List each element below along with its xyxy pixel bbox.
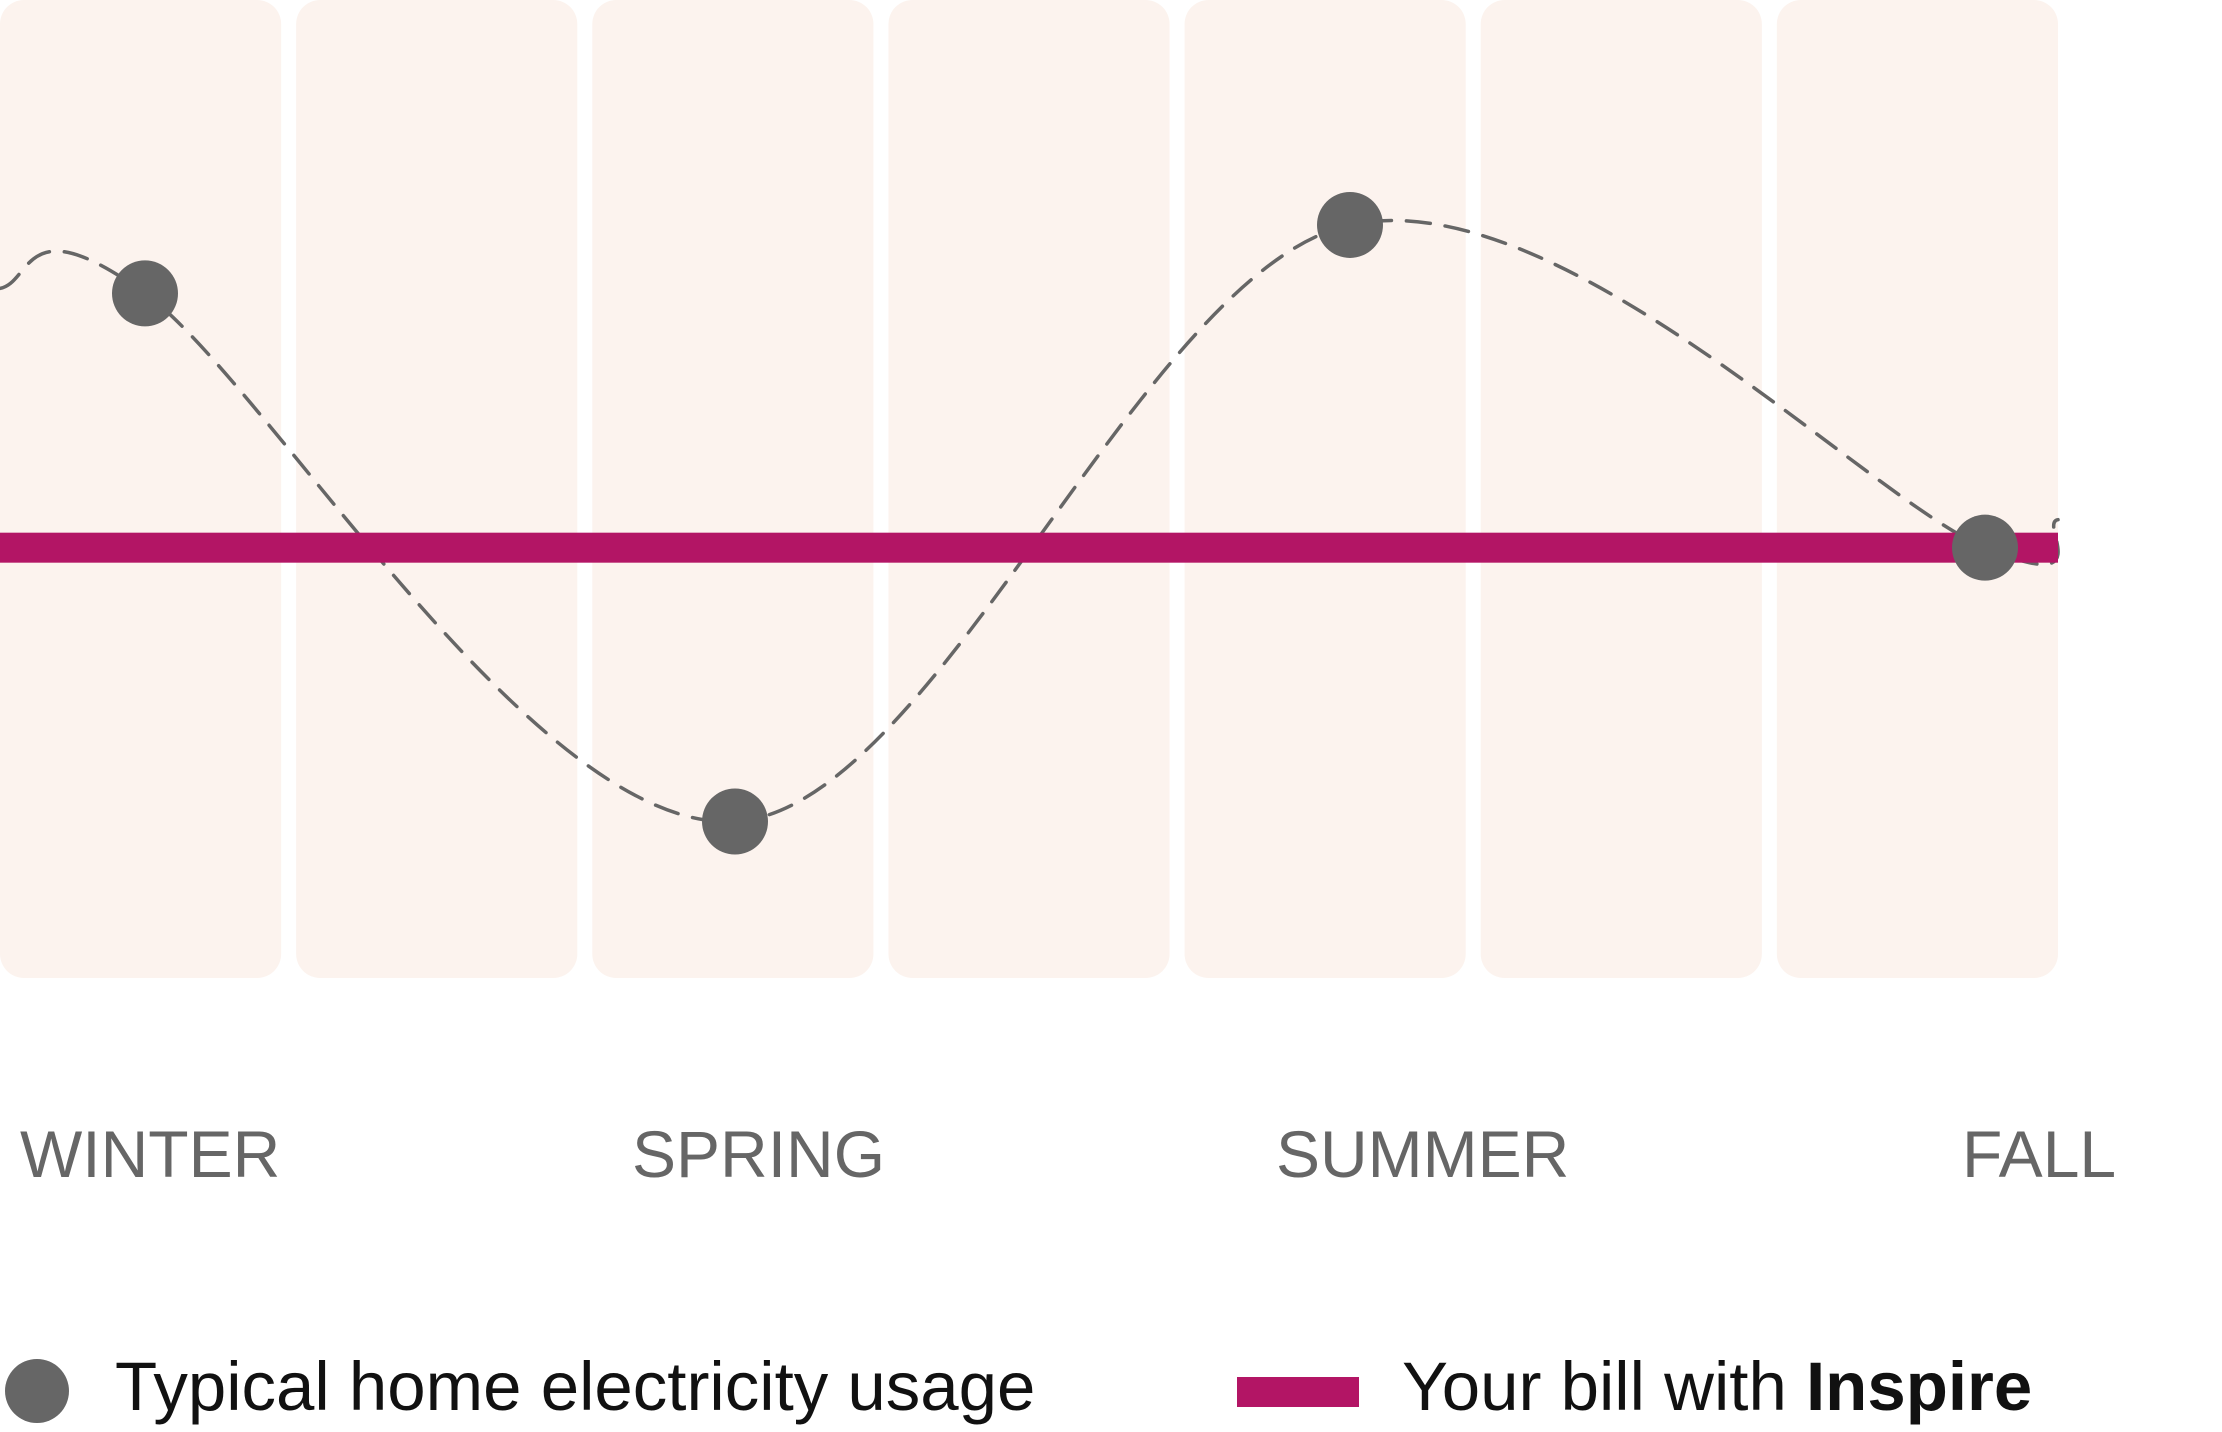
legend: Typical home electricity usage Your bill… xyxy=(5,1348,2032,1425)
background-column xyxy=(0,0,282,978)
background-column xyxy=(1480,0,1762,978)
usage-point-spring xyxy=(702,788,768,855)
season-label-summer: SUMMER xyxy=(1276,1117,1569,1191)
legend-usage-label: Typical home electricity usage xyxy=(115,1348,1035,1425)
background-column xyxy=(296,0,578,978)
legend-bill-prefix: Your bill with xyxy=(1402,1348,1806,1425)
bill-flat-line xyxy=(0,532,2058,563)
background-column xyxy=(592,0,874,978)
usage-point-winter xyxy=(112,260,178,327)
usage-point-summer xyxy=(1317,191,1383,258)
usage-points xyxy=(112,191,2018,855)
usage-point-fall xyxy=(1952,514,2018,581)
background-column xyxy=(1184,0,1466,978)
background-column xyxy=(1776,0,2058,978)
legend-bill-label: Your bill with Inspire xyxy=(1402,1348,2032,1425)
season-label-fall: FALL xyxy=(1962,1117,2116,1191)
season-label-spring: SPRING xyxy=(632,1117,885,1191)
season-label-winter: WINTER xyxy=(20,1117,280,1191)
background-column xyxy=(888,0,1170,978)
background-columns xyxy=(0,0,2058,978)
legend-usage-marker xyxy=(5,1359,69,1423)
legend-bill-strong: Inspire xyxy=(1806,1348,2032,1425)
season-labels: WINTER SPRING SUMMER FALL xyxy=(20,1117,2116,1191)
legend-bill-marker xyxy=(1237,1377,1359,1407)
